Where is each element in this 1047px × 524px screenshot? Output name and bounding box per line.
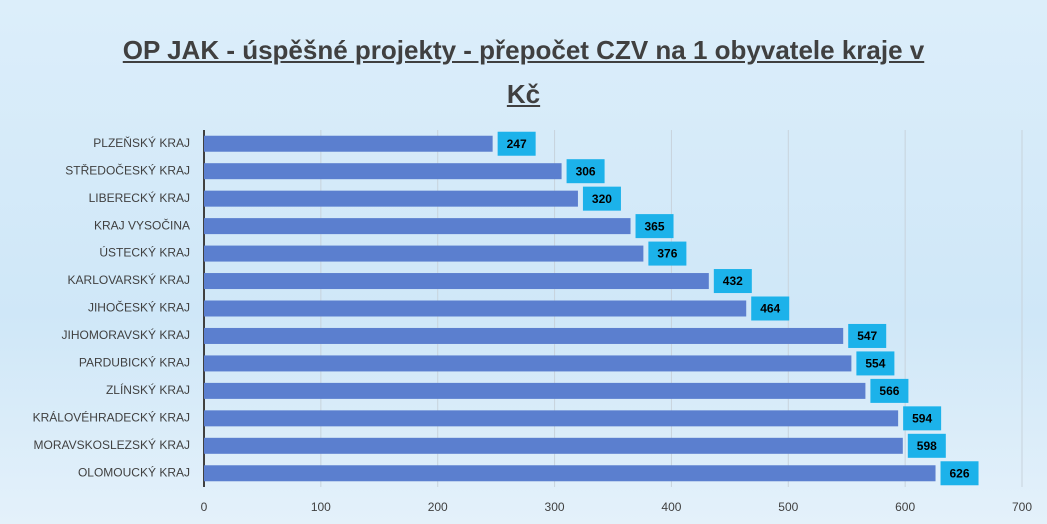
- bar: [204, 135, 493, 152]
- value-label-box: [940, 461, 979, 486]
- y-tick-label: ÚSTECKÝ KRAJ: [99, 245, 190, 260]
- y-tick-label: PARDUBICKÝ KRAJ: [79, 355, 190, 370]
- value-label-box: [870, 378, 909, 403]
- y-tick-label: JIHOČESKÝ KRAJ: [88, 300, 190, 315]
- y-tick-label: KRAJ VYSOČINA: [94, 217, 190, 232]
- value-label: 306: [576, 164, 596, 178]
- y-tick-label: OLOMOUCKÝ KRAJ: [78, 464, 190, 479]
- value-label: 626: [950, 466, 970, 480]
- bar: [204, 327, 844, 344]
- y-tick-label: MORAVSKOSLEZSKÝ KRAJ: [34, 437, 191, 452]
- y-tick-label: KARLOVARSKÝ KRAJ: [68, 272, 190, 287]
- bar: [204, 163, 562, 180]
- bar: [204, 382, 866, 399]
- value-label: 432: [723, 274, 743, 288]
- value-label-box: [713, 269, 752, 294]
- x-tick-label: 100: [311, 500, 331, 514]
- bar: [204, 300, 747, 317]
- value-label: 365: [645, 219, 665, 233]
- x-tick-label: 0: [201, 500, 208, 514]
- value-label: 376: [657, 247, 677, 261]
- value-label-box: [907, 433, 946, 458]
- y-tick-label: JIHOMORAVSKÝ KRAJ: [62, 327, 190, 342]
- value-label: 247: [507, 137, 527, 151]
- value-label-box: [903, 406, 942, 431]
- value-label: 464: [760, 302, 780, 316]
- value-label: 598: [917, 439, 937, 453]
- bar: [204, 465, 936, 482]
- x-tick-label: 300: [545, 500, 565, 514]
- value-label-box: [582, 186, 621, 211]
- value-label-box: [497, 131, 536, 156]
- value-label-box: [635, 214, 674, 239]
- value-label: 566: [879, 384, 899, 398]
- value-label-box: [566, 159, 605, 184]
- bar: [204, 218, 631, 235]
- bar: [204, 437, 903, 454]
- bar: [204, 273, 709, 290]
- value-label: 554: [865, 357, 885, 371]
- y-tick-label: LIBERECKÝ KRAJ: [89, 190, 190, 205]
- bar: [204, 355, 852, 372]
- y-tick-label: KRÁLOVÉHRADECKÝ KRAJ: [33, 410, 190, 425]
- bar: [204, 245, 644, 262]
- x-tick-label: 200: [428, 500, 448, 514]
- y-tick-label: ZLÍNSKÝ KRAJ: [106, 382, 190, 397]
- value-label: 594: [912, 412, 932, 426]
- value-label: 547: [857, 329, 877, 343]
- x-tick-label: 700: [1012, 500, 1032, 514]
- value-label-box: [856, 351, 895, 376]
- value-label: 320: [592, 192, 612, 206]
- bar: [204, 410, 899, 427]
- x-tick-label: 500: [778, 500, 798, 514]
- chart-title: OP JAK - úspěšné projekty - přepočet CZV…: [122, 35, 925, 109]
- x-tick-label: 600: [895, 500, 915, 514]
- y-tick-label: PLZEŇSKÝ KRAJ: [93, 135, 190, 150]
- x-tick-label: 400: [661, 500, 681, 514]
- value-label-box: [648, 241, 687, 266]
- value-label-box: [751, 296, 790, 321]
- bar: [204, 190, 578, 207]
- y-tick-label: STŘEDOČESKÝ KRAJ: [65, 162, 190, 177]
- value-label-box: [848, 323, 887, 348]
